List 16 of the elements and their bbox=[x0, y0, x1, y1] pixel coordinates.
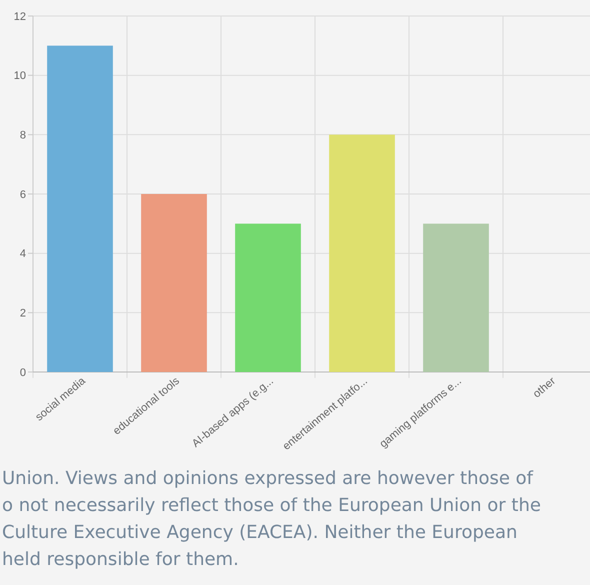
bar bbox=[329, 134, 395, 372]
text: Culture Executive Agency (EACEA). Neither the European bbox=[2, 522, 518, 543]
bar bbox=[235, 224, 301, 372]
text: Union. Views and opinions expressed are however those of bbox=[2, 468, 534, 489]
bar bbox=[47, 46, 113, 372]
y-tick-label: 12 bbox=[14, 10, 26, 23]
text: o not necessarily reflect those of the European Union or the bbox=[2, 495, 541, 516]
y-tick-label: 10 bbox=[14, 70, 26, 82]
bar bbox=[141, 194, 207, 372]
y-tick-label: 8 bbox=[20, 130, 26, 142]
y-tick-label: 2 bbox=[20, 308, 26, 320]
y-tick-label: 6 bbox=[20, 188, 26, 201]
y-tick-label: 4 bbox=[20, 248, 26, 260]
text: held responsible for them. bbox=[2, 549, 239, 570]
bar bbox=[423, 224, 489, 372]
y-tick-label: 0 bbox=[20, 366, 26, 379]
